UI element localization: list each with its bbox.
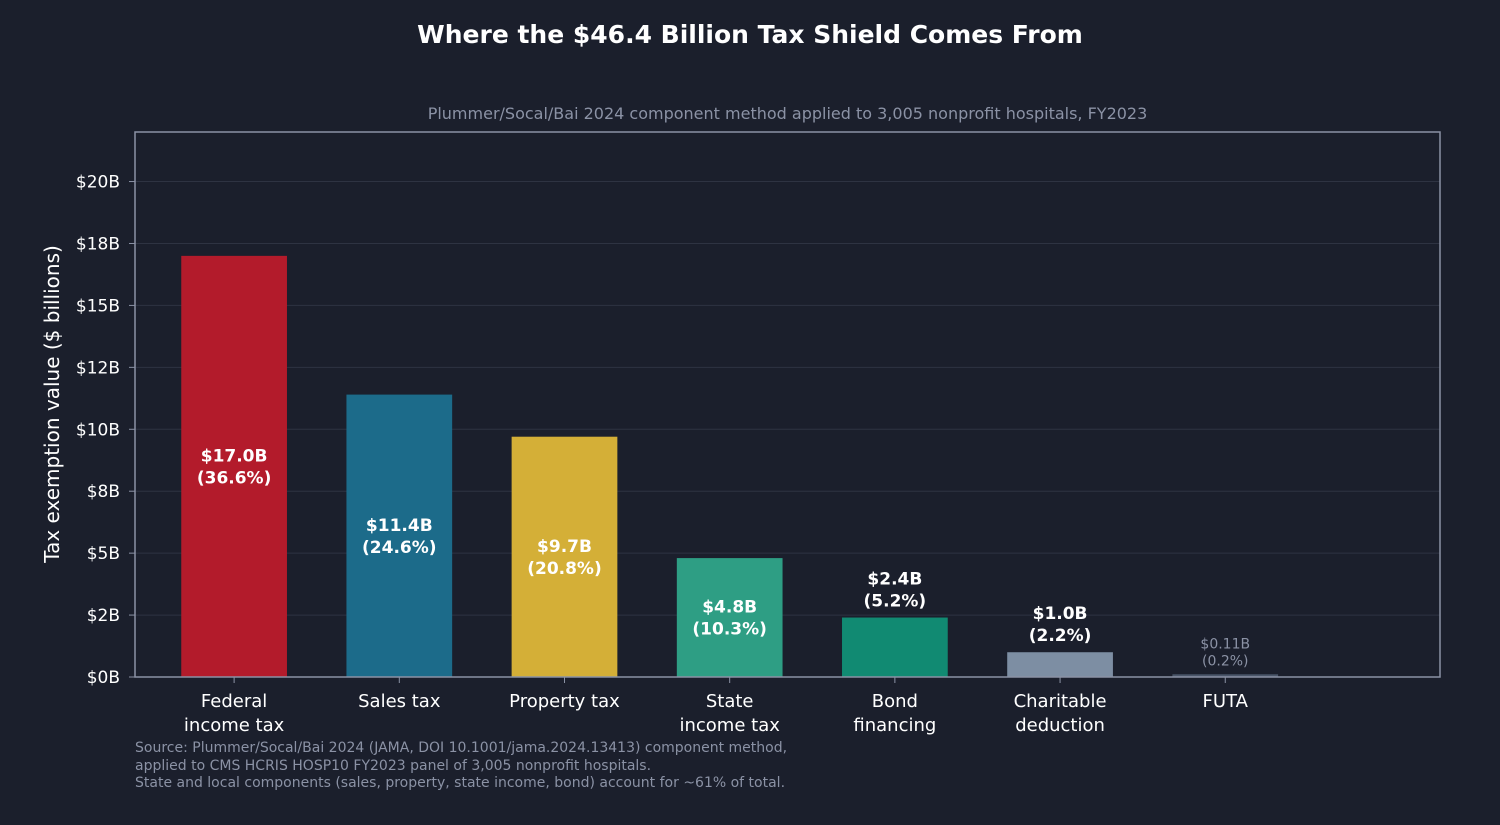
plot-frame: [134, 131, 1441, 678]
x-tick-label: Charitable: [1014, 691, 1107, 712]
bar: [676, 558, 783, 677]
x-tick-label: financing: [853, 715, 936, 736]
chart-subtitle: Plummer/Socal/Bai 2024 component method …: [427, 104, 1148, 123]
y-tick-label: $18B: [76, 234, 120, 254]
x-tick-label: Bond: [872, 691, 918, 712]
x-tick-label: deduction: [1015, 715, 1105, 736]
y-tick-label: $12B: [76, 358, 120, 378]
x-tick-label: FUTA: [1203, 691, 1249, 712]
y-tick-label: $2B: [87, 606, 120, 626]
bar: [181, 255, 287, 677]
x-tick-label: State: [706, 691, 754, 712]
bar-value-label: $0.11B: [1200, 636, 1250, 652]
bar: [1007, 652, 1113, 677]
y-tick-label: $8B: [87, 482, 120, 502]
x-tick-label: income tax: [184, 715, 285, 736]
bar-value-label: $2.4B: [867, 570, 922, 590]
y-tick-label: $5B: [87, 544, 120, 564]
bar: [346, 394, 453, 677]
x-tick-label: income tax: [679, 715, 780, 736]
bar-value-label: (0.2%): [1202, 653, 1249, 669]
bar: [842, 617, 948, 677]
bar-value-label: (36.6%): [197, 468, 272, 488]
bar-value-label: $1.0B: [1033, 604, 1088, 624]
bar-value-label: (5.2%): [864, 592, 927, 612]
bar-value-label: $17.0B: [201, 446, 268, 466]
chart-title: Where the $46.4 Billion Tax Shield Comes…: [417, 20, 1083, 49]
source-line: Source: Plummer/Socal/Bai 2024 (JAMA, DO…: [135, 740, 788, 756]
bar-value-label: (10.3%): [692, 620, 767, 640]
bar-value-label: $9.7B: [537, 537, 592, 557]
source-line: State and local components (sales, prope…: [135, 775, 786, 791]
bar: [511, 436, 618, 677]
x-tick-label: Federal: [201, 691, 267, 712]
source-note: Source: Plummer/Socal/Bai 2024 (JAMA, DO…: [135, 740, 787, 793]
y-tick-label: $0B: [87, 668, 120, 688]
source-line: applied to CMS HCRIS HOSP10 FY2023 panel…: [135, 757, 652, 774]
bar-value-label: (2.2%): [1029, 626, 1092, 646]
bar-value-label: $11.4B: [366, 516, 433, 536]
y-tick-label: $15B: [76, 296, 120, 316]
bar-value-label: (24.6%): [362, 538, 437, 558]
bar-value-label: (20.8%): [527, 559, 602, 579]
x-tick-label: Property tax: [509, 691, 620, 712]
bar: [1172, 674, 1279, 677]
y-tick-label: $20B: [76, 173, 120, 193]
x-tick-label: Sales tax: [358, 691, 441, 712]
bar-value-label: $4.8B: [702, 598, 757, 618]
y-tick-label: $10B: [76, 420, 120, 440]
